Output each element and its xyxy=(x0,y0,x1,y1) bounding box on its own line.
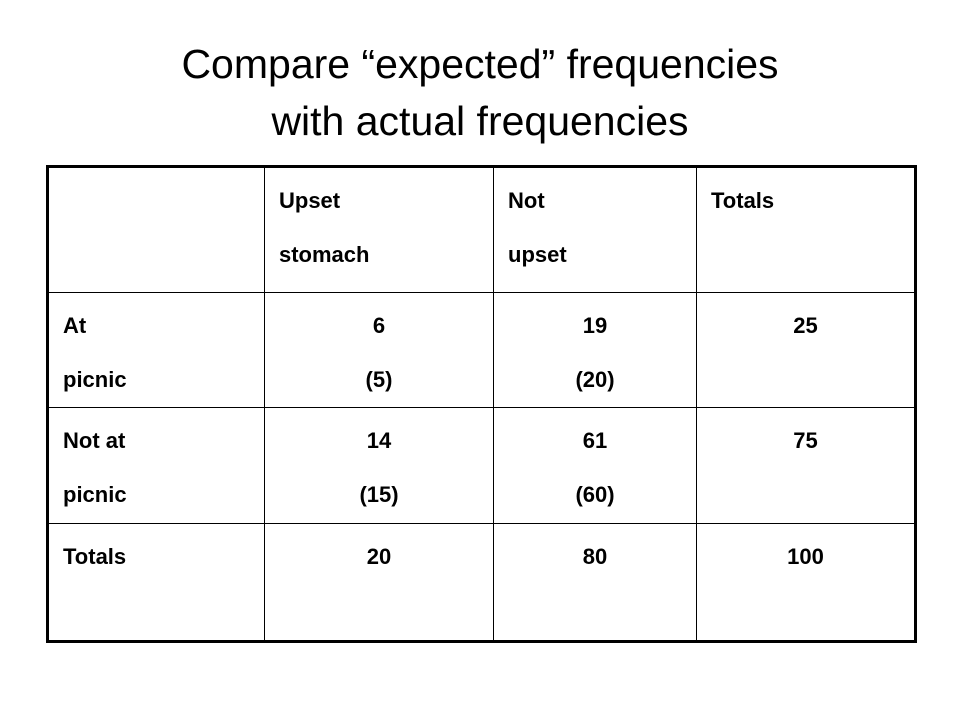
contingency-table: Upset stomach Not upset Totals At picnic 6 (5) 19… xyxy=(46,165,917,643)
table-cell: 19 (20) xyxy=(493,292,697,408)
table-cell: 61 (60) xyxy=(493,407,697,524)
cell-text: (20) xyxy=(575,367,615,392)
table-row: Totals 20 80 100 xyxy=(47,523,916,642)
cell-text: Totals xyxy=(63,544,127,569)
cell-text: 75 xyxy=(793,428,818,453)
cell-text: Upset xyxy=(279,188,341,213)
cell-text: 6 xyxy=(372,313,386,338)
cell-text: 20 xyxy=(366,544,392,569)
cell-text: stomach xyxy=(279,242,370,267)
cell-text: 14 xyxy=(366,428,392,453)
table-cell: 80 xyxy=(493,523,697,642)
cell-text: 19 xyxy=(582,313,608,338)
table-cell: Totals xyxy=(47,523,265,642)
table-cell: 6 (5) xyxy=(264,292,494,408)
cell-text: 25 xyxy=(793,313,818,338)
title-line: Compare “expected” frequencies xyxy=(181,41,779,87)
title-line: with actual frequencies xyxy=(271,98,689,144)
table-cell: 75 xyxy=(696,407,916,524)
table-row: At picnic 6 (5) 19 (20) 25 xyxy=(47,292,916,408)
table-cell xyxy=(47,166,265,293)
table-cell: Totals xyxy=(696,166,916,293)
cell-text: Totals xyxy=(711,188,775,213)
cell-text: (60) xyxy=(575,482,615,507)
table-cell: 20 xyxy=(264,523,494,642)
table-cell: 14 (15) xyxy=(264,407,494,524)
table-cell: 25 xyxy=(696,292,916,408)
cell-text: picnic xyxy=(63,367,127,392)
cell-text: Not at xyxy=(63,428,126,453)
cell-text: At xyxy=(63,313,87,338)
cell-text: 80 xyxy=(582,544,608,569)
cell-text: 61 xyxy=(582,428,608,453)
slide-title: Compare “expected” frequencies with actua… xyxy=(0,36,960,150)
table-cell: 100 xyxy=(696,523,916,642)
table-cell: Not upset xyxy=(493,166,697,293)
table-cell: Not at picnic xyxy=(47,407,265,524)
cell-text: Not xyxy=(508,188,545,213)
table-row: Not at picnic 14 (15) 61 (60) 75 xyxy=(47,407,916,524)
cell-text: 100 xyxy=(787,544,824,569)
header-row: Upset stomach Not upset Totals xyxy=(47,166,916,293)
cell-text: (15) xyxy=(359,482,399,507)
cell-text: (5) xyxy=(365,367,393,392)
table-cell: At picnic xyxy=(47,292,265,408)
table-cell: Upset stomach xyxy=(264,166,494,293)
cell-text: upset xyxy=(508,242,567,267)
cell-text: picnic xyxy=(63,482,127,507)
